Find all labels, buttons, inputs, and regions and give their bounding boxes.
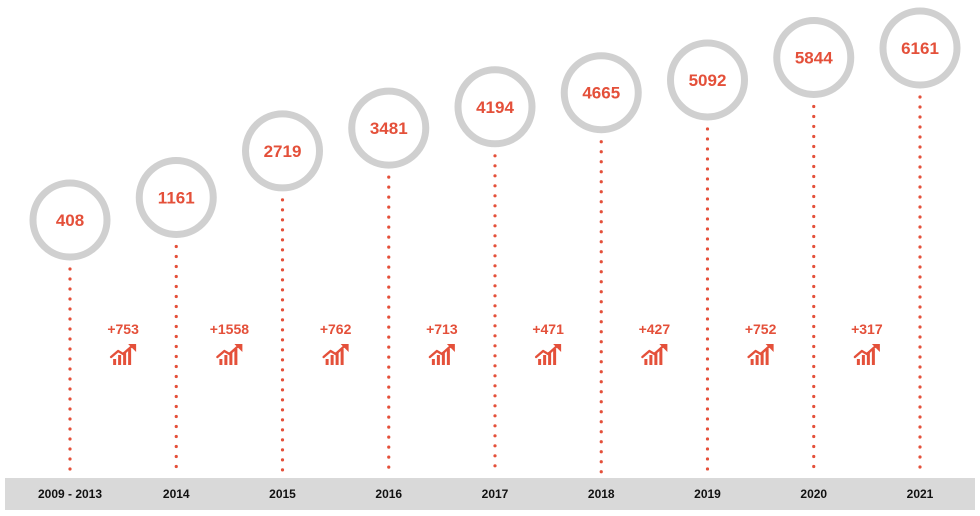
icon-bar [861,355,865,365]
increment-label: +752 [745,321,777,337]
icon-bar [431,359,435,365]
value-label: 2719 [264,142,302,161]
increment-label: +1558 [210,321,250,337]
icon-bar [649,355,653,365]
value-label: 4665 [582,84,620,103]
icon-trend-line [109,344,134,359]
value-circle [773,16,855,98]
year-label: 2014 [163,487,190,501]
icon-bar [548,352,552,365]
icon-arrow-head [234,344,243,352]
increment-label: +762 [320,321,352,337]
growth-chart-icon [853,344,880,365]
value-circle [454,66,536,148]
value-circle [348,87,430,169]
icon-bar [123,352,127,365]
icon-arrow-head [128,344,137,352]
icon-bar [224,355,228,365]
value-circle [135,156,217,238]
increment-label: +317 [851,321,883,337]
year-label: 2021 [907,487,934,501]
year-axis-band [5,478,975,510]
icon-trend-line [428,344,453,359]
value-label: 3481 [370,119,408,138]
value-label: 5844 [795,48,833,67]
value-label: 1161 [158,188,195,207]
growth-chart-icon [747,344,774,365]
icon-bar [765,349,769,365]
growth-chart-icon [322,344,349,365]
icon-bar [750,359,754,365]
year-label: 2017 [482,487,509,501]
icon-bar [330,355,334,365]
year-label: 2015 [269,487,296,501]
increment-label: +471 [532,321,564,337]
growth-chart-icon [109,344,137,365]
value-circle [879,7,961,89]
icon-bar [325,359,329,365]
icon-trend-line [534,344,559,359]
icon-bar [219,359,223,365]
growth-chart-icon [428,344,455,365]
icon-trend-line [322,344,346,359]
icon-bar [340,349,344,365]
icon-bar [760,352,764,365]
icon-arrow-head [446,344,455,352]
icon-bar [654,352,658,365]
icon-bar [538,359,542,365]
icon-arrow-head [765,344,774,352]
icon-trend-line [641,344,665,359]
value-label: 408 [56,211,84,230]
icon-bar [553,349,557,365]
icon-bar [113,359,117,365]
growth-chart-icon [641,344,668,365]
value-circle [29,179,111,261]
value-circle [242,110,323,192]
value-label: 5092 [689,71,727,90]
icon-trend-line [747,344,771,359]
value-circle [667,39,748,121]
icon-bar [644,359,648,365]
value-circle [560,52,642,134]
icon-arrow-head [659,344,668,352]
increment-label: +713 [426,321,458,337]
icon-bar [446,349,450,365]
icon-bar [441,352,445,365]
growth-chart-icon [534,344,562,365]
icon-bar [659,349,663,365]
value-label: 4194 [476,98,514,117]
icon-bar [755,355,759,365]
icon-arrow-head [553,344,562,352]
increment-label: +753 [107,321,139,337]
icon-bar [856,359,860,365]
icon-arrow-head [340,344,349,352]
icon-bar [335,352,339,365]
icon-bar [128,349,132,365]
year-label: 2019 [694,487,721,501]
increment-label: +427 [639,321,671,337]
year-label: 2009 - 2013 [38,487,102,501]
year-label: 2016 [375,487,402,501]
icon-arrow-head [871,344,880,352]
icon-bar [234,349,238,365]
growth-chart-icon [216,344,243,365]
year-label: 2018 [588,487,615,501]
year-label: 2020 [800,487,827,501]
icon-trend-line [216,344,240,359]
icon-bar [871,349,875,365]
icon-bar [436,355,440,365]
icon-bar [118,355,122,365]
icon-bar [543,355,547,365]
icon-trend-line [853,344,878,359]
icon-bar [229,352,233,365]
icon-bar [866,352,870,365]
value-label: 6161 [901,39,939,58]
